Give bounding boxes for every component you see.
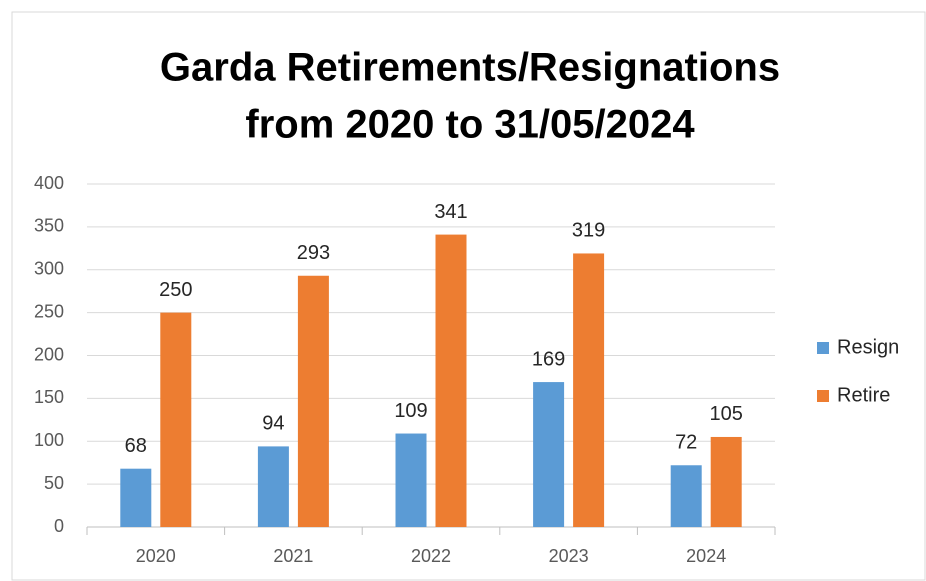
y-tick-label: 0 (54, 516, 64, 536)
bar (435, 234, 467, 527)
x-tick-label: 2020 (136, 546, 176, 566)
data-label: 341 (434, 201, 467, 223)
bar (257, 446, 289, 527)
bar (120, 468, 152, 527)
x-tick-label: 2022 (411, 546, 451, 566)
y-tick-label: 350 (34, 216, 64, 236)
data-label: 68 (125, 435, 147, 457)
legend-label: Retire (837, 384, 890, 406)
data-label: 319 (572, 220, 605, 242)
y-tick-label: 50 (44, 473, 64, 493)
data-label: 293 (297, 242, 330, 264)
legend-swatch (817, 342, 829, 354)
bar (160, 312, 192, 527)
bar (533, 382, 565, 527)
data-label: 105 (710, 403, 743, 425)
y-tick-label: 300 (34, 259, 64, 279)
x-tick-label: 2021 (273, 546, 313, 566)
bar (710, 436, 742, 527)
x-tick-label: 2024 (686, 546, 726, 566)
legend-swatch (817, 390, 829, 402)
data-label: 94 (262, 413, 284, 435)
data-label: 169 (532, 348, 565, 370)
data-label: 72 (675, 432, 697, 454)
legend-label: Resign (837, 336, 899, 358)
bar (395, 433, 427, 527)
y-tick-label: 100 (34, 430, 64, 450)
data-label: 109 (394, 400, 427, 422)
chart-title: from 2020 to 31/05/2024 (245, 103, 695, 147)
bar (573, 253, 605, 527)
data-label: 250 (159, 279, 192, 301)
y-tick-label: 150 (34, 387, 64, 407)
bar (670, 465, 702, 527)
x-tick-label: 2023 (549, 546, 589, 566)
y-tick-label: 250 (34, 301, 64, 321)
y-tick-label: 400 (34, 173, 64, 193)
chart-title: Garda Retirements/Resignations (160, 46, 780, 90)
y-tick-label: 200 (34, 344, 64, 364)
bar (297, 275, 329, 527)
